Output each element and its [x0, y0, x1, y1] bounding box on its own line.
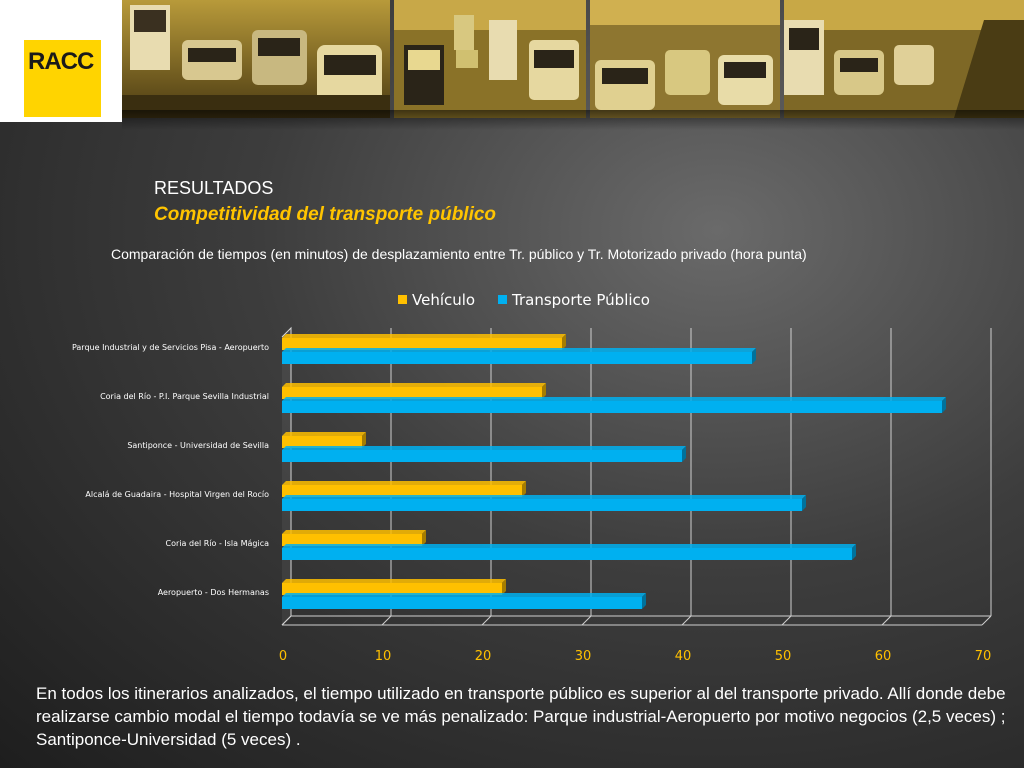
- x-tick-label: 60: [875, 649, 892, 664]
- bar-end: [422, 530, 426, 546]
- category-label: Parque Industrial y de Servicios Pisa - …: [72, 343, 269, 352]
- bar-end: [362, 432, 366, 448]
- traffic-photo-4: [784, 0, 1024, 118]
- bar-end: [522, 481, 526, 497]
- x-tick-label: 70: [975, 649, 992, 664]
- bar: [282, 436, 362, 448]
- legend-swatch: [498, 295, 507, 304]
- floor-gridline: [281, 615, 292, 626]
- logo-text: RACC: [28, 48, 94, 75]
- logo-area: RACC: [0, 0, 122, 122]
- x-tick-label: 50: [775, 649, 792, 664]
- bar-chart: Vehículo Transporte Público Parque Industr…: [72, 291, 992, 664]
- bar-top: [282, 383, 546, 387]
- bar-top: [282, 446, 686, 450]
- bar-end: [942, 397, 946, 413]
- floor-gridline: [481, 615, 492, 626]
- legend-label: Transporte Público: [511, 291, 650, 309]
- bar-end: [802, 495, 806, 511]
- traffic-photo-1: [122, 0, 390, 118]
- header-banner: RACC: [0, 0, 1024, 130]
- racc-logo: RACC: [24, 40, 101, 117]
- banner-shadow: [122, 110, 1024, 130]
- bar-top: [282, 530, 426, 534]
- x-tick-label: 0: [279, 649, 287, 664]
- floor-gridline: [781, 615, 792, 626]
- bar: [282, 534, 422, 546]
- bar-top: [282, 593, 646, 597]
- bar: [282, 485, 522, 497]
- bar-end: [542, 383, 546, 399]
- bar-top: [282, 481, 526, 485]
- bar-end: [562, 334, 566, 350]
- bar: [282, 387, 542, 399]
- traffic-photo-3: [590, 0, 780, 118]
- floor-gridline: [381, 615, 392, 626]
- bar: [282, 548, 852, 560]
- bar-top: [282, 544, 856, 548]
- floor-gridline: [681, 615, 692, 626]
- bar: [282, 597, 642, 609]
- legend-label: Vehículo: [412, 291, 475, 309]
- floor-gridline: [981, 615, 992, 626]
- bar: [282, 338, 562, 350]
- bar-top: [282, 348, 756, 352]
- bar-top: [282, 579, 506, 583]
- bar-end: [502, 579, 506, 595]
- x-tick-label: 10: [375, 649, 392, 664]
- traffic-photo-2: [394, 0, 586, 118]
- bar: [282, 499, 802, 511]
- category-label: Coria del Río - P.I. Parque Sevilla Indu…: [100, 392, 269, 401]
- bar-end: [682, 446, 686, 462]
- x-tick-label: 40: [675, 649, 692, 664]
- conclusion-text: En todos los itinerarios analizados, el …: [36, 684, 1006, 749]
- bar: [282, 352, 752, 364]
- category-label: Aeropuerto - Dos Hermanas: [158, 588, 269, 597]
- bar-top: [282, 334, 566, 338]
- category-label: Coria del Río - Isla Mágica: [166, 539, 270, 548]
- legend-swatch: [398, 295, 407, 304]
- bar: [282, 583, 502, 595]
- bar-end: [852, 544, 856, 560]
- x-tick-label: 20: [475, 649, 492, 664]
- chart-description: Comparación de tiempos (en minutos) de d…: [111, 246, 807, 262]
- section-title: RESULTADOS: [154, 178, 274, 198]
- bar-end: [642, 593, 646, 609]
- bar: [282, 450, 682, 462]
- bar-top: [282, 495, 806, 499]
- bar-end: [752, 348, 756, 364]
- category-label: Santiponce - Universidad de Sevilla: [127, 441, 269, 450]
- floor-gridline: [581, 615, 592, 626]
- floor-gridline: [881, 615, 892, 626]
- category-label: Alcalá de Guadaira - Hospital Virgen del…: [85, 490, 269, 499]
- x-tick-label: 30: [575, 649, 592, 664]
- bar: [282, 401, 942, 413]
- bar-top: [282, 397, 946, 401]
- section-subtitle: Competitividad del transporte público: [154, 204, 497, 225]
- bar-top: [282, 432, 366, 436]
